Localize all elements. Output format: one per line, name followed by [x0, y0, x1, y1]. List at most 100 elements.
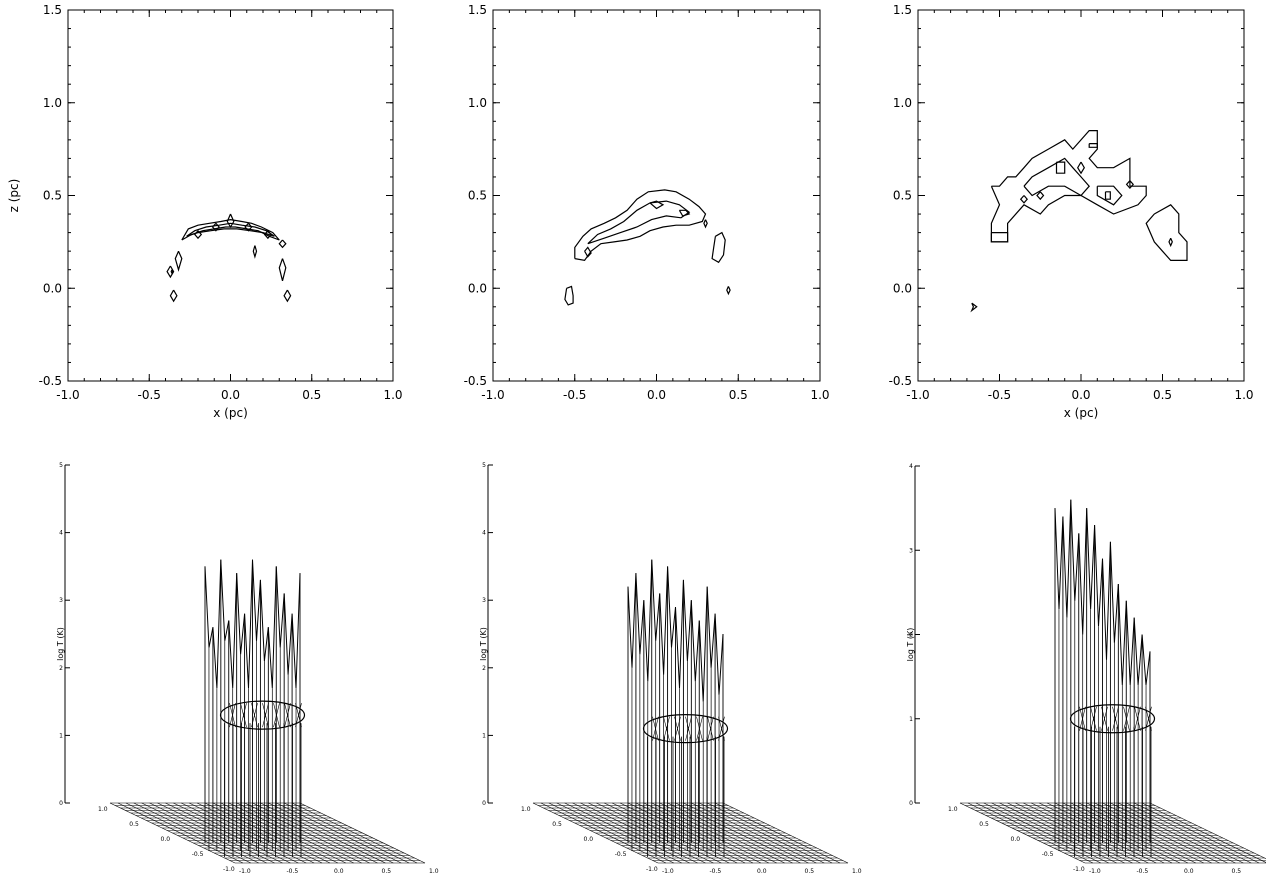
- x-tick-label: 0.5: [1232, 868, 1242, 874]
- contour-line: [1146, 205, 1187, 261]
- x-tick-label: -0.5: [138, 388, 161, 402]
- contour-line: [170, 290, 177, 301]
- y-tick-label: 0.0: [43, 281, 62, 295]
- axis-ticks: -1.0 -0.5 0.0 0.5 1.0-0.50.00.51.01.5: [464, 3, 830, 402]
- plot-frame: [493, 10, 820, 381]
- y-tick-label: -0.5: [39, 374, 62, 388]
- x-tick-label: -1.0: [1089, 868, 1101, 874]
- z-tick-label: 4: [909, 463, 913, 470]
- z-tick-label: 0: [59, 800, 63, 807]
- y-tick-label: -0.5: [1042, 851, 1054, 858]
- plot-frame: [68, 10, 393, 381]
- y-tick-label: 1.0: [468, 96, 487, 110]
- z-tick-label: 1: [909, 716, 913, 723]
- contour-line: [227, 214, 234, 227]
- y-tick-label: 1.5: [468, 3, 487, 17]
- y-tick-label: 0.5: [468, 189, 487, 203]
- y-tick-label: -0.5: [464, 374, 487, 388]
- y-tick-label: 1.0: [521, 806, 531, 813]
- x-tick-label: 0.5: [302, 388, 321, 402]
- x-tick-label: -1.0: [662, 868, 674, 874]
- y-tick-label: -0.5: [192, 851, 204, 858]
- x-tick-label: -0.5: [988, 388, 1011, 402]
- y-tick-label: 0.0: [1011, 836, 1021, 843]
- x-tick-label: 1.0: [383, 388, 402, 402]
- x-axis-label: x (pc): [213, 406, 248, 420]
- surface-panel-bottom-right: -1.0-0.50.00.51.0-1.0-0.50.00.51.0 01234…: [906, 463, 1266, 874]
- contour-line: [284, 290, 291, 301]
- x-tick-label: 0.0: [1184, 868, 1194, 874]
- surface-mesh: -1.0 -0.5 0.0 0.5 1.0 -1.0 -0.5 0.0 0.5 1.0: [521, 560, 862, 874]
- z-tick-label: 0: [909, 800, 913, 807]
- z-tick-label: 3: [909, 547, 913, 554]
- surface-panel-bottom-left: -1.0 -0.5 0.0 0.5 1.0 -1.0 -0.5 0.0 0.5 1.0 0 1 2 3 4…: [56, 462, 439, 874]
- contour-line: [1169, 238, 1172, 245]
- surface-panel-bottom-middle: -1.0 -0.5 0.0 0.5 1.0 -1.0 -0.5 0.0 0.5 1.0 0 1 2 3 4…: [479, 462, 862, 874]
- x-tick-label: 0.5: [729, 388, 748, 402]
- x-tick-label: -1.0: [481, 388, 504, 402]
- x-tick-label: -0.5: [1137, 868, 1149, 874]
- y-tick-label: 1.5: [893, 3, 912, 17]
- y-axis-label: z (pc): [7, 179, 21, 213]
- x-axis-label: x (pc): [1064, 406, 1099, 420]
- contour-panel-top-right: -1.0 -0.5 0.0 0.5 1.0-0.50.00.51.01.5 x (pc): [889, 3, 1254, 420]
- y-tick-label: 0.5: [43, 189, 62, 203]
- y-tick-label: 0.0: [584, 836, 594, 843]
- y-tick-label: 1.0: [43, 96, 62, 110]
- surface-mesh: -1.0-0.50.00.51.0-1.0-0.50.00.51.0: [948, 500, 1266, 874]
- x-tick-label: 1.0: [852, 868, 862, 874]
- contour-line: [991, 233, 1007, 242]
- contour-line: [279, 259, 286, 281]
- y-tick-label: 1.0: [98, 806, 108, 813]
- y-tick-label: 1.0: [948, 806, 958, 813]
- y-tick-label: 0.5: [552, 821, 562, 828]
- y-tick-label: 0.5: [893, 189, 912, 203]
- contour-lines: [565, 190, 730, 305]
- z-tick-label: 5: [59, 462, 63, 469]
- axis-ticks: -1.0 -0.5 0.0 0.5 1.0-0.50.00.51.01.5: [39, 3, 403, 402]
- x-tick-label: -0.5: [563, 388, 586, 402]
- z-tick-label: 3: [482, 597, 486, 604]
- z-tick-label: 1: [59, 732, 63, 739]
- contour-line: [1097, 186, 1122, 205]
- y-tick-label: -1.0: [646, 866, 658, 873]
- x-tick-label: 0.0: [221, 388, 240, 402]
- contour-line: [279, 240, 286, 247]
- y-tick-label: -0.5: [615, 851, 627, 858]
- y-tick-label: 1.5: [43, 3, 62, 17]
- x-tick-label: -1.0: [56, 388, 79, 402]
- contour-line: [253, 246, 256, 257]
- x-tick-label: 0.0: [757, 868, 767, 874]
- x-tick-label: -0.5: [287, 868, 299, 874]
- contour-line: [565, 286, 573, 305]
- z-tick-label: 2: [482, 665, 486, 672]
- contour-line: [1078, 162, 1085, 173]
- x-tick-label: -0.5: [710, 868, 722, 874]
- x-tick-label: 0.5: [805, 868, 815, 874]
- z-tick-label: 2: [59, 665, 63, 672]
- x-tick-label: 0.5: [1153, 388, 1172, 402]
- contour-line: [991, 131, 1146, 242]
- x-tick-label: 1.0: [810, 388, 829, 402]
- x-tick-label: 0.0: [334, 868, 344, 874]
- z-tick-label: 1: [482, 732, 486, 739]
- x-tick-label: 0.0: [647, 388, 666, 402]
- contour-panel-top-left: -1.0 -0.5 0.0 0.5 1.0-0.50.00.51.01.5 x (pc)…: [7, 3, 403, 420]
- axis-ticks: -1.0 -0.5 0.0 0.5 1.0-0.50.00.51.01.5: [889, 3, 1254, 402]
- x-tick-label: 1.0: [1234, 388, 1253, 402]
- contour-line: [1106, 192, 1111, 199]
- z-tick-label: 3: [59, 597, 63, 604]
- contour-line: [727, 286, 730, 293]
- y-tick-label: 0.0: [893, 281, 912, 295]
- x-tick-label: 1.0: [429, 868, 439, 874]
- contour-line: [175, 251, 182, 270]
- z-axis-label: log T (K): [906, 628, 915, 662]
- y-tick-label: -1.0: [223, 866, 235, 873]
- contour-panel-top-middle: -1.0 -0.5 0.0 0.5 1.0-0.50.00.51.01.5: [464, 3, 830, 402]
- x-tick-label: -1.0: [906, 388, 929, 402]
- y-tick-label: -1.0: [1073, 866, 1085, 873]
- y-tick-label: 0.5: [979, 821, 989, 828]
- contour-line: [1037, 192, 1044, 199]
- x-tick-label: -1.0: [239, 868, 251, 874]
